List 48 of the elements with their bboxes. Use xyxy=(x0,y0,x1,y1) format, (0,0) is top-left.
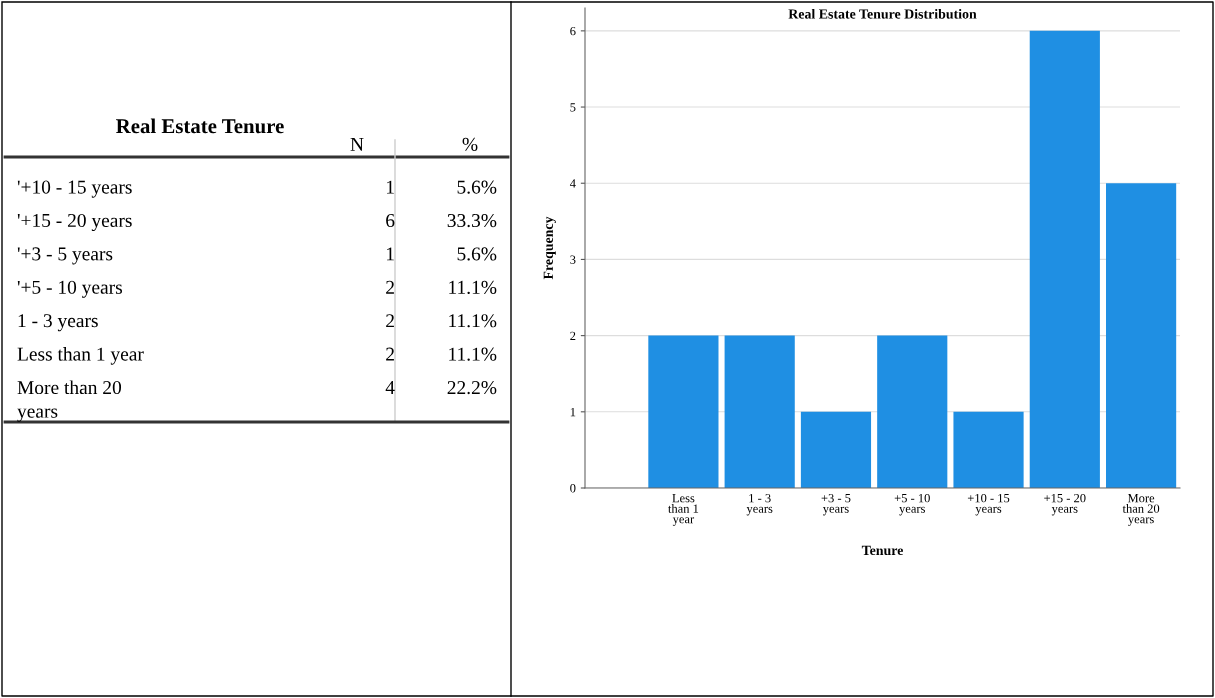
data-label: 6 xyxy=(386,214,395,228)
bar xyxy=(1029,30,1100,488)
x-tick-label: +15 - 20 years xyxy=(1044,493,1086,516)
bar xyxy=(877,335,948,488)
data-label: 33.3% xyxy=(447,213,497,228)
y-tick-label: 4 xyxy=(569,179,576,188)
x-tick-label: +5 - 10 years xyxy=(894,493,930,516)
category-label: '+3 - 5 years xyxy=(17,247,113,265)
y-tick-label: 3 xyxy=(570,255,576,264)
data-label: 5.6% xyxy=(457,247,497,261)
data-label: 2 xyxy=(386,280,394,294)
data-label: 11.1% xyxy=(449,314,497,328)
bar xyxy=(953,411,1024,488)
x-tick-label: More than 20 years xyxy=(1122,494,1160,526)
x-axis-title: Tenure xyxy=(861,545,903,556)
y-axis-title: Frequency xyxy=(543,216,556,280)
y-tick-label: 2 xyxy=(570,331,576,340)
chart-title: Real Estate Tenure Distribution xyxy=(788,8,977,19)
category-label: 1 - 3 years xyxy=(18,314,98,332)
data-label: 1 xyxy=(386,247,394,261)
x-tick-label: +10 - 15 years xyxy=(967,493,1010,516)
data-label: 22.2% xyxy=(447,380,497,395)
x-tick-label: 1 - 3 years xyxy=(746,493,773,516)
bar xyxy=(1106,183,1177,488)
data-label: 2 xyxy=(386,347,394,361)
category-label: More than 20 years xyxy=(17,380,122,422)
y-tick-label: 1 xyxy=(570,407,576,417)
category-label: '+10 - 15 years xyxy=(17,180,132,198)
bar xyxy=(648,335,719,488)
y-tick-label: 0 xyxy=(570,484,576,493)
text: % xyxy=(462,137,478,151)
data-label: 1 xyxy=(386,180,394,194)
data-label: 5.6% xyxy=(457,180,497,194)
data-label: 11.1% xyxy=(449,280,497,294)
data-label: 2 xyxy=(386,314,394,328)
text: N xyxy=(350,137,364,151)
y-tick-label: 5 xyxy=(570,103,576,112)
x-tick-label: Less than 1 year xyxy=(668,494,699,526)
category-label: Less than 1 year xyxy=(17,347,144,365)
data-label: 4 xyxy=(385,381,395,394)
category-label: '+15 - 20 years xyxy=(17,213,132,232)
category-label: '+5 - 10 years xyxy=(17,280,123,298)
y-tick-label: 6 xyxy=(570,26,576,36)
text: Real Estate Tenure xyxy=(116,118,284,134)
bar xyxy=(800,411,872,488)
bar xyxy=(724,335,795,488)
x-tick-label: +3 - 5 years xyxy=(821,493,851,516)
data-label: 11.1% xyxy=(449,347,497,361)
